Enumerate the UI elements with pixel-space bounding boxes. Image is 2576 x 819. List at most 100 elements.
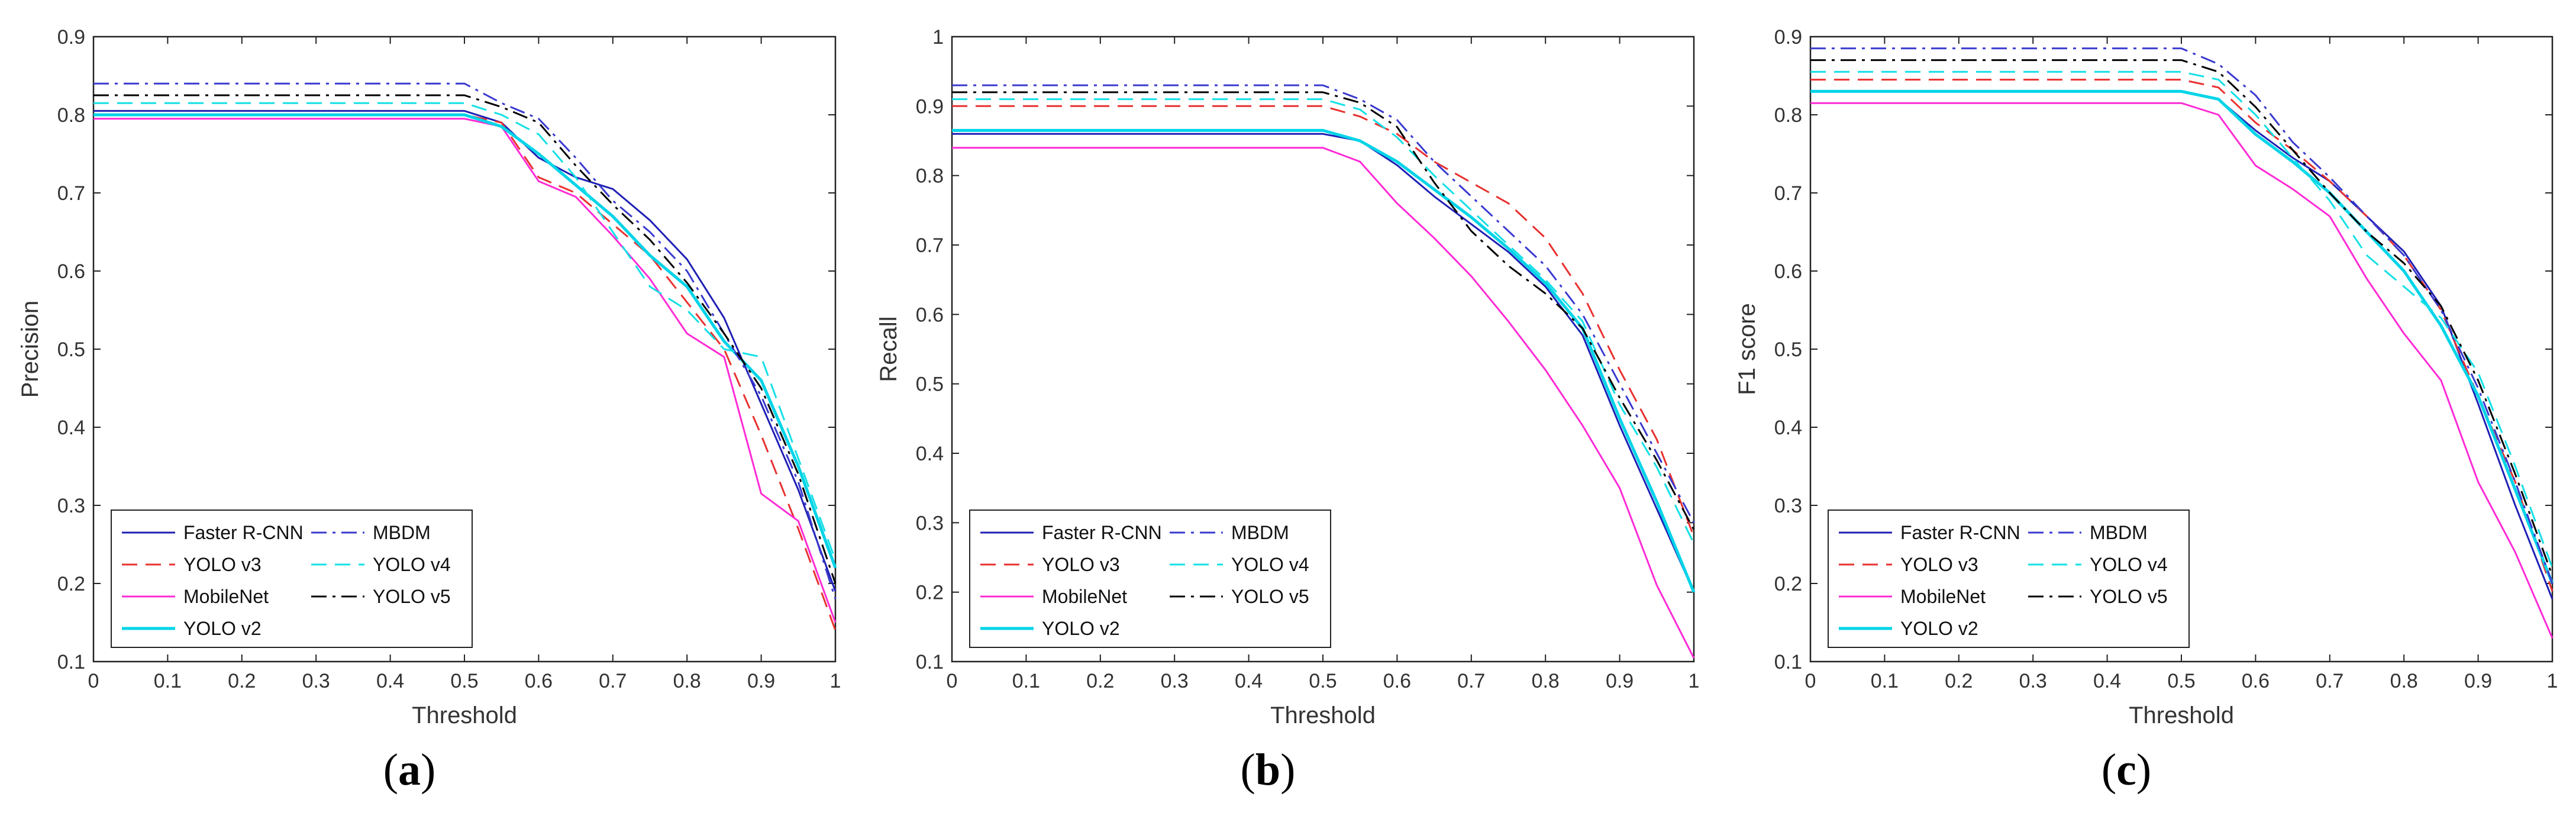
y-tick-label-a: 0.2 xyxy=(57,573,85,595)
y-tick-label-a: 0.3 xyxy=(57,495,85,517)
legend-label-yolo-v2-b: YOLO v2 xyxy=(1042,618,1120,639)
y-tick-label-b: 0.6 xyxy=(916,304,944,326)
legend-label-yolo-v2-a: YOLO v2 xyxy=(183,618,262,639)
series-line-yolo-v2-a xyxy=(93,113,837,569)
legend-label-yolo-v3-b: YOLO v3 xyxy=(1042,554,1120,575)
y-tick-label-b: 0.4 xyxy=(916,443,944,465)
legend-label-faster-rcnn-b: Faster R-CNN xyxy=(1042,522,1162,543)
y-tick-label-a: 0.5 xyxy=(57,338,85,361)
y-tick-label-c: 0.3 xyxy=(1774,495,1802,517)
series-line-mbdm-b xyxy=(952,84,1695,524)
x-tick-label-a: 1 xyxy=(830,670,841,692)
y-tick-label-c: 0.9 xyxy=(1774,26,1802,49)
x-tick-label-b: 0.6 xyxy=(1383,670,1411,692)
y-tick-label-b: 1 xyxy=(932,26,944,49)
y-tick-label-a: 0.7 xyxy=(57,182,85,205)
legend-label-yolo-v5-c: YOLO v5 xyxy=(2090,586,2168,607)
y-tick-label-a: 0.8 xyxy=(57,104,85,127)
y-tick-label-b: 0.2 xyxy=(916,582,944,604)
x-tick-label-a: 0.7 xyxy=(599,670,627,692)
y-tick-label-c: 0.2 xyxy=(1774,573,1802,595)
legend-label-yolo-v4-a: YOLO v4 xyxy=(373,554,451,575)
x-tick-label-b: 0.5 xyxy=(1309,670,1337,692)
series-line-mbdm-a xyxy=(93,82,837,599)
legend-label-mobilenet-c: MobileNet xyxy=(1900,586,1986,607)
y-tick-label-b: 0.3 xyxy=(916,512,944,534)
legend-label-mobilenet-b: MobileNet xyxy=(1042,586,1127,607)
series-line-yolo-v4-a xyxy=(93,102,837,560)
legend-label-mbdm-a: MBDM xyxy=(373,522,431,543)
x-tick-label-c: 0.1 xyxy=(1871,670,1899,692)
x-tick-label-a: 0.4 xyxy=(376,670,404,692)
y-tick-label-c: 0.5 xyxy=(1774,338,1802,361)
x-tick-label-a: 0.8 xyxy=(673,670,701,692)
x-tick-label-b: 0.4 xyxy=(1235,670,1263,692)
series-line-mbdm-c xyxy=(1810,47,2554,584)
y-axis-label-c: F1 score xyxy=(1734,303,1760,395)
caption-b: (b) xyxy=(1240,745,1296,795)
chart-b: 0 0.1 0.2 0.3 0.4 0.5 0.6 0.7 0.8 0.9 10.10.20.30.… xyxy=(876,26,1700,728)
x-tick-label-a: 0.6 xyxy=(525,670,553,692)
chart-a: 0 0.1 0.2 0.3 0.4 0.5 0.6 0.7 0.8 0.9 10.10.20.30.… xyxy=(17,26,841,728)
series-line-mobilenet-c xyxy=(1810,102,2554,639)
x-tick-label-c: 0.3 xyxy=(2019,670,2047,692)
y-tick-label-b: 0.8 xyxy=(916,165,944,188)
x-axis-label-a: Threshold xyxy=(412,702,517,728)
y-tick-label-b: 0.7 xyxy=(916,234,944,257)
x-tick-label-c: 0.7 xyxy=(2316,670,2343,692)
y-axis-label-b: Recall xyxy=(876,316,902,382)
series-line-yolo-v3-b xyxy=(952,105,1695,537)
series-line-yolo-v5-c xyxy=(1810,59,2554,576)
y-tick-label-c: 0.7 xyxy=(1774,182,1802,205)
x-tick-label-b: 0.2 xyxy=(1086,670,1114,692)
chart-panel-b: 0 0.1 0.2 0.3 0.4 0.5 0.6 0.7 0.8 0.9 1 0.1 0.2 0.3 0.… xyxy=(858,0,1717,819)
legend-label-yolo-v2-c: YOLO v2 xyxy=(1900,618,1978,639)
x-axis-label-b: Threshold xyxy=(1270,702,1376,728)
caption-a-letter: a xyxy=(398,745,421,795)
x-tick-label-c: 0.6 xyxy=(2242,670,2270,692)
series-line-yolo-v5-b xyxy=(952,91,1695,530)
x-tick-label-c: 0.2 xyxy=(1945,670,1973,692)
x-tick-label-b: 0.1 xyxy=(1012,670,1040,692)
x-tick-label-b: 1 xyxy=(1689,670,1700,692)
legend-label-yolo-v3-a: YOLO v3 xyxy=(183,554,262,575)
y-tick-label-b: 0.5 xyxy=(916,373,944,396)
y-tick-label-a: 0.6 xyxy=(57,260,85,283)
x-tick-label-b: 0.8 xyxy=(1532,670,1560,692)
x-tick-label-b: 0.3 xyxy=(1161,670,1189,692)
x-tick-label-b: 0.7 xyxy=(1457,670,1485,692)
x-tick-label-c: 0.8 xyxy=(2390,670,2418,692)
legend-label-yolo-v3-c: YOLO v3 xyxy=(1900,554,1978,575)
legend-label-yolo-v4-c: YOLO v4 xyxy=(2090,554,2168,575)
series-line-yolo-v2-b xyxy=(952,128,1696,593)
chart-panel-c: 0 0.1 0.2 0.3 0.4 0.5 0.6 0.7 0.8 0.9 1 0.1 0.2 0.3 0.… xyxy=(1717,0,2575,819)
y-axis-label-a: Precision xyxy=(17,301,43,398)
x-tick-label-c: 1 xyxy=(2547,670,2558,692)
x-tick-label-a: 0 xyxy=(88,670,99,692)
x-tick-label-c: 0 xyxy=(1805,670,1816,692)
x-tick-label-a: 0.9 xyxy=(747,670,775,692)
legend-label-yolo-v5-a: YOLO v5 xyxy=(373,586,451,607)
y-tick-label-c: 0.6 xyxy=(1774,260,1802,283)
y-tick-label-c: 0.1 xyxy=(1774,651,1802,673)
chart-c: 0 0.1 0.2 0.3 0.4 0.5 0.6 0.7 0.8 0.9 10.10.20.30.… xyxy=(1734,26,2558,728)
x-tick-label-a: 0.1 xyxy=(154,670,182,692)
series-line-yolo-v4-b xyxy=(952,98,1695,544)
y-tick-label-a: 0.1 xyxy=(57,651,85,673)
x-axis-label-c: Threshold xyxy=(2129,702,2234,728)
chart-panel-a: 0 0.1 0.2 0.3 0.4 0.5 0.6 0.7 0.8 0.9 1 0.1 0.2 0.3 0.… xyxy=(0,0,858,819)
y-tick-label-b: 0.9 xyxy=(916,95,944,118)
y-tick-label-b: 0.1 xyxy=(916,651,944,673)
y-tick-label-c: 0.4 xyxy=(1774,417,1802,439)
x-tick-label-c: 0.4 xyxy=(2093,670,2121,692)
legend-label-mbdm-b: MBDM xyxy=(1231,522,1289,543)
legend-label-yolo-v5-b: YOLO v5 xyxy=(1231,586,1309,607)
legend-label-faster-rcnn-a: Faster R-CNN xyxy=(183,522,304,543)
series-line-yolo-v2-c xyxy=(1810,89,2554,584)
series-line-yolo-v5-a xyxy=(93,94,837,584)
x-tick-label-b: 0.9 xyxy=(1606,670,1634,692)
y-tick-label-c: 0.8 xyxy=(1774,104,1802,127)
x-tick-label-a: 0.3 xyxy=(302,670,330,692)
legend-label-yolo-v4-b: YOLO v4 xyxy=(1231,554,1309,575)
x-tick-label-b: 0 xyxy=(947,670,958,692)
